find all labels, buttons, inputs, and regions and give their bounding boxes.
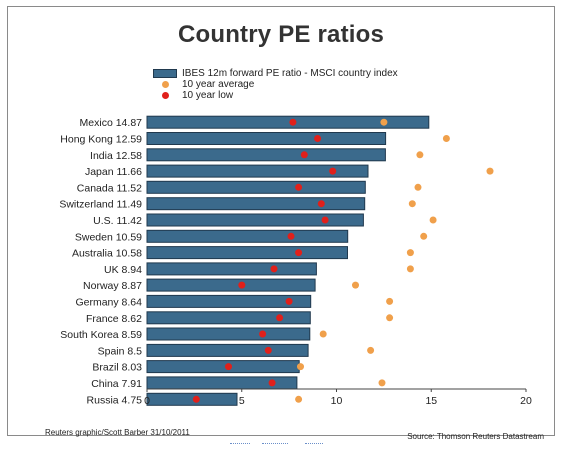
avg-marker <box>486 167 494 175</box>
category-label: Japan 11.66 <box>85 166 142 178</box>
category-label: Canada 11.52 <box>77 182 142 194</box>
legend: IBES 12m forward PE ratio - MSCI country… <box>153 68 398 101</box>
avg-marker <box>406 265 414 273</box>
low-marker <box>238 281 246 289</box>
cropped-bottom-edge <box>0 441 564 449</box>
x-tick-label: 10 <box>331 395 343 407</box>
bar <box>146 213 364 227</box>
category-label: India 12.58 <box>90 150 142 162</box>
avg-marker <box>416 151 424 159</box>
avg-marker <box>297 363 304 371</box>
low-marker <box>264 346 272 354</box>
avg-marker <box>442 135 450 142</box>
category-label: UK 8.94 <box>104 264 142 276</box>
category-label: South Korea 8.59 <box>60 329 142 341</box>
legend-low-dot <box>161 92 169 99</box>
category-label: Sweden 10.59 <box>75 231 142 243</box>
legend-low-label: 10 year low <box>182 90 234 101</box>
bar <box>146 164 369 178</box>
category-label: Brazil 8.03 <box>92 362 142 374</box>
avg-marker <box>378 379 386 387</box>
low-marker <box>289 118 297 126</box>
low-marker <box>259 330 267 338</box>
legend-avg-label: 10 year average <box>182 79 255 90</box>
category-label: Hong Kong 12.59 <box>60 134 142 146</box>
bar <box>146 311 311 325</box>
legend-item-avg: 10 year average <box>153 79 398 90</box>
bar <box>146 246 348 260</box>
low-marker <box>225 363 232 371</box>
low-marker <box>276 314 284 322</box>
x-tick-label: 20 <box>520 395 532 407</box>
bar <box>146 360 300 374</box>
legend-item-bar: IBES 12m forward PE ratio - MSCI country… <box>153 68 398 79</box>
x-tick-label: 15 <box>425 395 437 407</box>
category-label: Norway 8.87 <box>83 280 142 292</box>
avg-marker <box>295 395 303 403</box>
avg-marker <box>367 346 375 354</box>
bar <box>146 262 317 276</box>
bar <box>146 229 349 243</box>
legend-bar-swatch <box>153 69 177 78</box>
bar <box>146 392 238 406</box>
low-marker <box>192 395 200 403</box>
avg-marker <box>429 216 437 224</box>
bar <box>146 148 386 162</box>
bar <box>146 132 387 145</box>
legend-bar-label: IBES 12m forward PE ratio - MSCI country… <box>182 68 398 79</box>
category-label: Germany 8.64 <box>75 296 142 308</box>
avg-marker <box>386 314 394 322</box>
low-marker <box>329 167 337 175</box>
avg-marker <box>414 183 422 191</box>
category-label: Spain 8.5 <box>98 345 143 357</box>
low-marker <box>285 297 293 305</box>
bar <box>146 327 311 341</box>
x-tick-label: 0 <box>144 395 150 407</box>
category-label: Switzerland 11.49 <box>59 199 142 211</box>
bar <box>146 180 366 194</box>
avg-marker <box>408 200 416 208</box>
category-label: France 8.62 <box>86 313 142 325</box>
category-label: Australia 10.58 <box>72 248 142 260</box>
chart-title: Country PE ratios <box>177 21 385 48</box>
category-label: U.S. 11.42 <box>93 215 142 227</box>
bar <box>146 197 366 211</box>
avg-marker <box>380 118 388 126</box>
x-tick-label: 5 <box>239 395 245 407</box>
low-marker <box>295 183 303 191</box>
low-marker <box>270 265 278 273</box>
bar <box>146 294 312 308</box>
avg-marker <box>319 330 327 338</box>
legend-avg-dot <box>161 81 169 88</box>
bar <box>146 343 309 357</box>
credit-text: Reuters graphic/Scott Barber 31/10/2011 <box>45 428 190 437</box>
low-marker <box>295 249 303 257</box>
low-marker <box>314 135 322 142</box>
category-label: Russia 4.75 <box>87 394 143 406</box>
avg-marker <box>420 232 428 240</box>
bar <box>146 278 316 292</box>
avg-marker <box>352 281 359 289</box>
low-marker <box>287 232 295 240</box>
low-marker <box>300 151 308 159</box>
low-marker <box>317 200 325 208</box>
source-text: Source: Thomson Reuters Datastream <box>407 432 544 441</box>
low-marker <box>268 379 276 387</box>
category-label: Mexico 14.87 <box>80 117 143 129</box>
category-label: China 7.91 <box>91 378 142 390</box>
avg-marker <box>406 249 414 257</box>
legend-item-low: 10 year low <box>153 90 398 101</box>
avg-marker <box>386 297 394 305</box>
bar <box>146 115 430 129</box>
low-marker <box>321 216 329 224</box>
